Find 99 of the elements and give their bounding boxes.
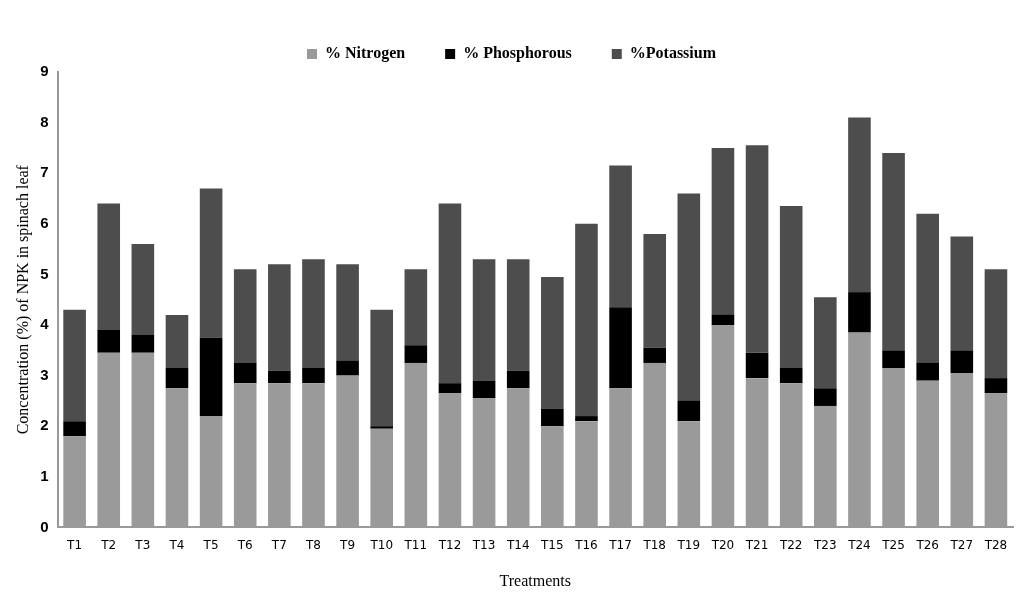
y-tick-label: 9 (40, 62, 49, 80)
x-tick-label: T28 (983, 537, 1008, 552)
bar (336, 360, 359, 376)
bar (779, 206, 803, 369)
bar (506, 370, 530, 389)
x-tick-label: T10 (369, 537, 394, 552)
bar (97, 203, 121, 331)
bar (950, 236, 974, 351)
x-tick-label: T3 (134, 537, 151, 552)
bar (131, 244, 155, 336)
x-tick-label: T14 (505, 537, 530, 552)
x-tick-label: T1 (66, 537, 83, 552)
bar (711, 147, 735, 315)
bar (984, 378, 1008, 394)
x-tick-label: T22 (778, 537, 803, 552)
bar (848, 117, 871, 293)
bar (404, 269, 428, 346)
bar (541, 408, 564, 427)
bar (882, 152, 905, 351)
y-tick-label: 4 (40, 315, 50, 333)
bar (336, 264, 359, 361)
x-axis-title: Treatments (499, 571, 571, 589)
y-tick-label: 5 (40, 264, 49, 282)
bar (541, 276, 564, 409)
bar (745, 352, 769, 379)
x-tick-label: T20 (710, 537, 735, 552)
legend-label: % Nitrogen (325, 44, 406, 63)
bar (643, 233, 667, 348)
bar (438, 383, 462, 394)
y-tick-label: 3 (40, 365, 49, 383)
legend-label: % Phosphorous (463, 44, 572, 63)
x-tick-label: T9 (339, 537, 356, 552)
x-tick-label: T19 (676, 537, 701, 552)
x-tick-label: T23 (813, 537, 837, 552)
x-tick-label: T24 (847, 537, 871, 552)
y-tick-label: 6 (40, 213, 49, 231)
bar (268, 264, 291, 371)
x-tick-label: T15 (540, 537, 564, 552)
x-tick-label: T25 (881, 537, 905, 552)
bar (677, 193, 701, 401)
x-tick-label: T11 (403, 537, 428, 552)
y-tick-label: 0 (40, 517, 49, 535)
bar (950, 350, 974, 374)
bar (609, 307, 632, 389)
bar (916, 362, 939, 381)
bar (814, 297, 837, 389)
x-tick-label: T2 (100, 537, 117, 552)
x-tick-label: T6 (236, 537, 253, 552)
bar (472, 259, 496, 381)
y-tick-label: 2 (40, 416, 49, 434)
bar (779, 368, 803, 384)
y-tick-label: 8 (40, 112, 49, 130)
x-tick-label: T7 (270, 537, 287, 552)
bar (575, 223, 598, 417)
bar (131, 335, 155, 353)
bar (472, 380, 496, 399)
bar (370, 426, 394, 429)
bar (438, 203, 462, 384)
bar (199, 188, 223, 338)
bar (609, 165, 632, 308)
bar (711, 314, 735, 325)
bar (677, 400, 701, 422)
bar (165, 368, 189, 389)
bar (848, 292, 871, 333)
x-tick-label: T18 (642, 537, 667, 552)
x-tick-label: T5 (202, 537, 219, 552)
bar (302, 368, 325, 384)
bar (233, 362, 257, 384)
x-tick-label: T16 (574, 537, 598, 552)
bar (63, 309, 86, 422)
bar (916, 213, 939, 363)
bar (370, 309, 394, 427)
y-tick-label: 7 (40, 163, 49, 181)
bar (199, 337, 223, 417)
x-tick-label: T12 (437, 537, 462, 552)
bar (882, 350, 905, 369)
bar (814, 388, 837, 406)
bar (984, 269, 1008, 379)
bar (268, 370, 291, 384)
bar (63, 421, 86, 437)
legend-label: %Potassium (629, 44, 717, 62)
bar (404, 345, 428, 363)
bar (302, 259, 325, 369)
x-tick-label: T8 (304, 537, 321, 552)
bar (233, 269, 257, 363)
x-tick-label: T27 (949, 537, 974, 552)
y-axis-title: Concentration (%) of NPK in spinach leaf (13, 164, 32, 435)
x-tick-label: T21 (744, 537, 769, 552)
y-tick-label: 1 (40, 466, 49, 484)
bar (506, 259, 530, 371)
bar (643, 347, 667, 363)
bar (97, 330, 121, 353)
x-tick-label: T17 (608, 537, 632, 552)
x-tick-label: T4 (168, 537, 185, 552)
x-tick-label: T26 (915, 537, 939, 552)
bar (165, 314, 189, 369)
bar (575, 416, 598, 422)
x-tick-label: T13 (471, 537, 496, 552)
bar (745, 145, 769, 353)
